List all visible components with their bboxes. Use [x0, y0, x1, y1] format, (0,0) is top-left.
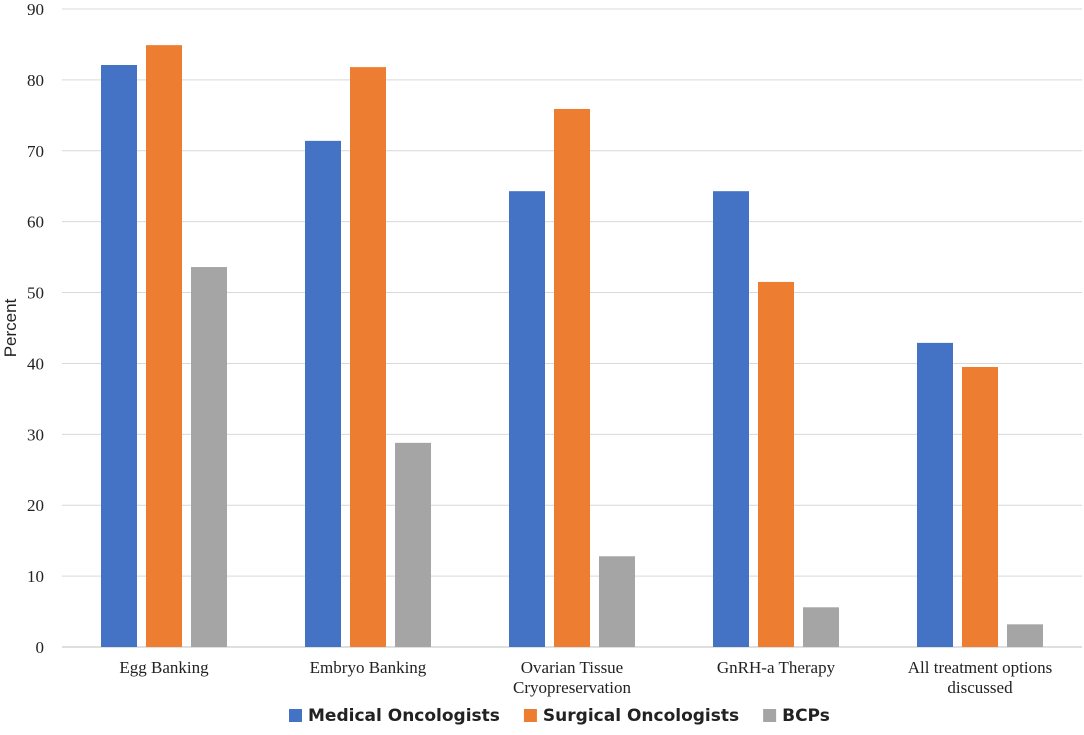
y-tick-label: 20	[27, 496, 44, 515]
legend-swatch	[763, 709, 777, 722]
legend-label: Medical Oncologists	[308, 706, 500, 726]
category-label: All treatment options	[908, 658, 1052, 677]
y-tick-label: 30	[27, 425, 44, 444]
bar-surgical-oncologists	[146, 45, 182, 648]
category-label: GnRH-a Therapy	[717, 658, 836, 677]
bar-surgical-oncologists	[962, 366, 998, 647]
legend-swatch	[289, 709, 302, 722]
legend-swatch	[523, 709, 537, 722]
category-label: discussed	[947, 678, 1013, 697]
bar-bcps	[803, 607, 839, 647]
y-tick-label: 40	[27, 354, 44, 373]
y-tick-label: 50	[27, 284, 44, 303]
y-tick-label: 10	[27, 567, 44, 586]
y-axis-ticks: 0 10 20 30 40 50 60 70 80 90	[27, 0, 44, 657]
bar-bcps	[395, 442, 431, 647]
category-labels: Egg Banking Embryo Banking Ovarian TissueC…	[119, 658, 1052, 697]
bar-bcps	[599, 556, 635, 647]
bar-medical-oncologists	[101, 65, 137, 648]
legend-label: Surgical Oncologists	[543, 706, 739, 726]
bar-bcps	[191, 267, 227, 647]
y-tick-label: 60	[27, 213, 44, 232]
y-tick-label: 90	[27, 0, 44, 19]
bar-medical-oncologists	[305, 140, 341, 647]
category-label: Embryo Banking	[310, 658, 427, 677]
bar-medical-oncologists	[917, 342, 953, 647]
legend: Medical Oncologists Surgical Oncologists B…	[289, 706, 830, 726]
bar-surgical-oncologists	[350, 67, 386, 647]
category-label: Ovarian Tissue	[521, 658, 623, 677]
bar-surgical-oncologists	[554, 108, 590, 648]
y-tick-label: 70	[27, 142, 44, 161]
bar-bcps	[1007, 624, 1043, 647]
bar-medical-oncologists	[509, 191, 545, 647]
category-label: Egg Banking	[119, 658, 209, 677]
legend-label: BCPs	[782, 706, 830, 726]
y-tick-label: 0	[36, 638, 45, 657]
bars	[101, 45, 1043, 648]
bar-surgical-oncologists	[758, 281, 794, 647]
y-axis-title: Percent	[1, 298, 20, 357]
bar-medical-oncologists	[713, 191, 749, 647]
category-label: Cryopreservation	[513, 678, 632, 697]
y-tick-label: 80	[27, 71, 44, 90]
